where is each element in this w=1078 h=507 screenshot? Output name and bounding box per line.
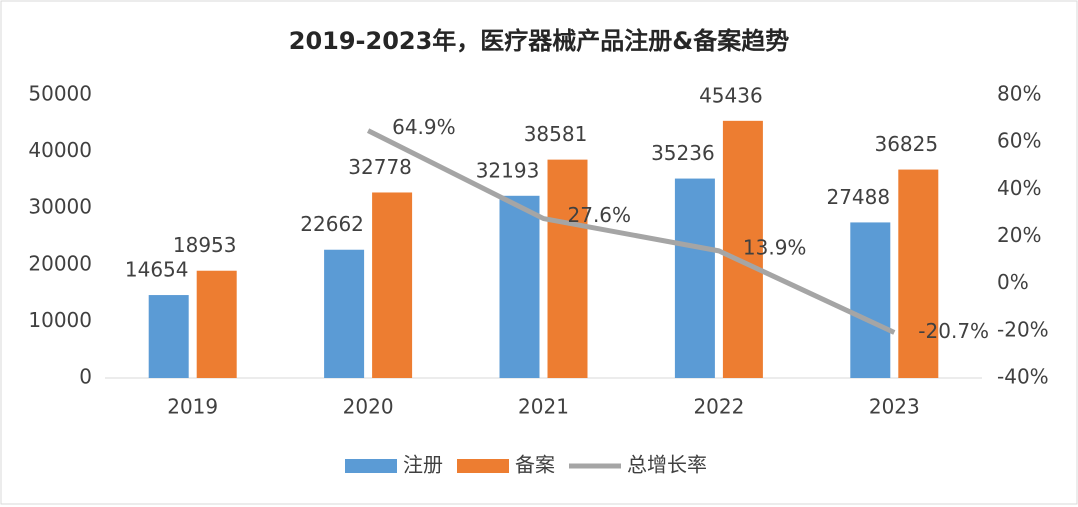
line-label: -20.7% — [918, 319, 989, 343]
y2-tick-label: -40% — [997, 365, 1049, 389]
bar — [674, 178, 715, 378]
y2-tick-label: 60% — [997, 129, 1041, 153]
y-tick-label: 20000 — [28, 251, 92, 275]
y-tick-label: 50000 — [28, 82, 92, 106]
bar — [372, 192, 413, 378]
bar — [850, 222, 891, 378]
data-label: 32193 — [476, 158, 540, 182]
y2-tick-label: 20% — [997, 223, 1041, 247]
x-tick-label: 2023 — [869, 395, 920, 419]
chart-title: 2019-2023年，医疗器械产品注册&备案趋势 — [289, 27, 789, 55]
legend-label: 总增长率 — [627, 453, 707, 477]
legend-label: 备案 — [515, 453, 555, 477]
data-label: 27488 — [826, 185, 890, 209]
line-label: 13.9% — [743, 235, 807, 259]
data-label: 14654 — [125, 258, 189, 282]
x-tick-label: 2020 — [343, 395, 394, 419]
data-label: 38581 — [524, 122, 588, 146]
bar — [196, 270, 237, 378]
line-label: 27.6% — [568, 203, 632, 227]
y-tick-label: 0 — [79, 365, 92, 389]
legend-label: 注册 — [403, 453, 443, 477]
bar — [499, 195, 540, 378]
y-tick-label: 30000 — [28, 195, 92, 219]
legend-swatch — [457, 459, 509, 473]
data-label: 32778 — [348, 155, 412, 179]
y-tick-label: 10000 — [28, 308, 92, 332]
data-label: 36825 — [874, 132, 938, 156]
bar — [547, 159, 588, 378]
x-tick-label: 2021 — [518, 395, 569, 419]
data-label: 35236 — [651, 141, 715, 165]
line-label: 64.9% — [392, 115, 456, 139]
bar — [722, 120, 763, 378]
y2-tick-label: 80% — [997, 82, 1041, 106]
y-tick-label: 40000 — [28, 138, 92, 162]
bar — [324, 249, 365, 378]
y2-tick-label: -20% — [997, 317, 1049, 341]
data-label: 22662 — [300, 212, 364, 236]
bar — [898, 169, 939, 378]
x-tick-label: 2019 — [167, 395, 218, 419]
x-tick-label: 2022 — [693, 395, 744, 419]
data-label: 18953 — [173, 233, 237, 257]
legend-swatch — [345, 459, 397, 473]
data-label: 45436 — [699, 83, 763, 107]
line — [366, 128, 896, 335]
bar — [148, 295, 189, 378]
y2-tick-label: 40% — [997, 176, 1041, 200]
y2-tick-label: 0% — [997, 270, 1029, 294]
